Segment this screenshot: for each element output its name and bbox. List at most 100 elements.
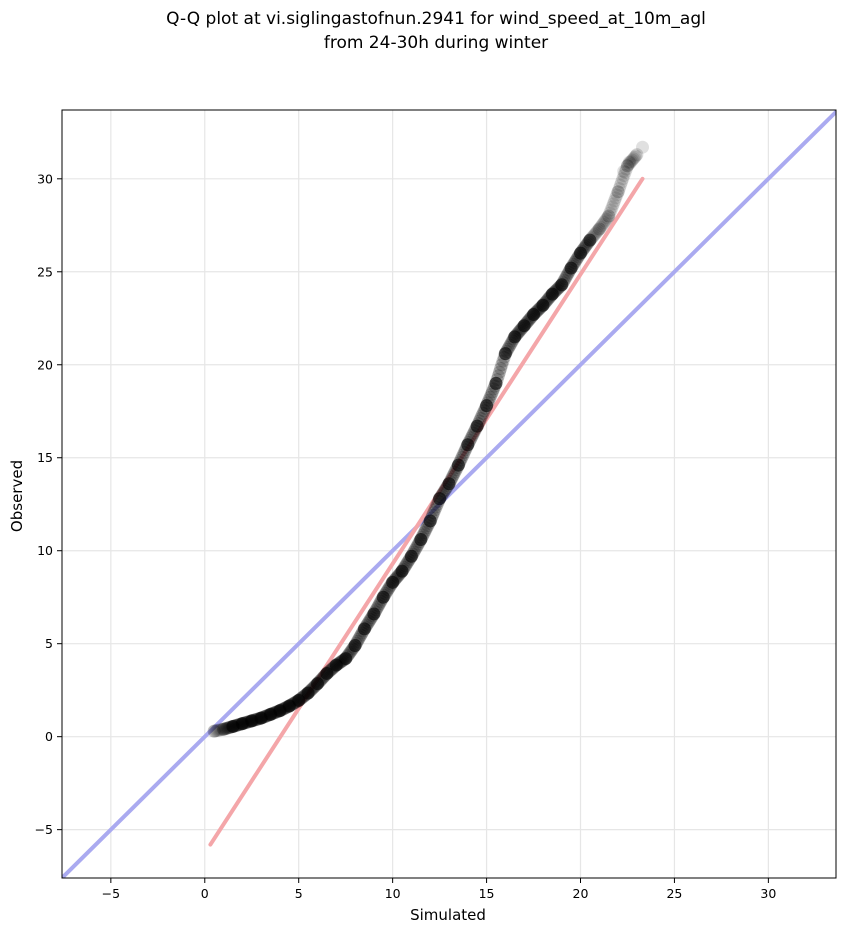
x-axis-ticks: −5 0 5 10 15 20 25 30	[102, 878, 776, 901]
x-tick-label: 15	[479, 886, 495, 901]
quantile-point	[564, 261, 578, 275]
quantile-point	[492, 365, 506, 379]
quantile-point	[624, 155, 638, 169]
quantile-point	[310, 677, 324, 691]
quantile-point	[456, 448, 470, 462]
quantile-point	[622, 155, 636, 169]
quantile-point	[282, 699, 296, 713]
quantile-point	[602, 209, 616, 223]
quantile-point	[626, 152, 640, 166]
quantile-point	[613, 178, 627, 192]
quantile-point	[545, 287, 559, 301]
quantile-point	[404, 549, 418, 563]
quantile-point	[599, 212, 613, 226]
quantile-point	[495, 358, 509, 372]
y-tick-label: 10	[37, 543, 53, 558]
x-tick-label: −5	[102, 886, 120, 901]
quantile-point	[615, 175, 629, 189]
x-tick-label: 5	[295, 886, 303, 901]
quantile-point	[619, 162, 633, 176]
quantile-point	[442, 477, 456, 491]
quantile-point	[603, 206, 617, 220]
chart-title-line-1: Q-Q plot at vi.siglingastofnun.2941 for …	[166, 9, 706, 29]
quantile-point	[636, 140, 649, 154]
quantile-point	[210, 724, 224, 738]
quantile-point	[213, 723, 227, 737]
x-tick-label: 20	[573, 886, 589, 901]
quantile-point	[592, 222, 606, 236]
quantile-point	[475, 409, 489, 423]
quantile-point	[595, 219, 609, 233]
quantile-point	[367, 607, 381, 621]
quantile-point	[508, 330, 522, 344]
quantile-point	[207, 724, 221, 738]
quantile-point	[598, 214, 612, 228]
quantile-point	[630, 148, 644, 162]
y-tick-label: 25	[37, 264, 53, 279]
quantile-point	[470, 419, 484, 433]
quantile-point	[593, 220, 607, 234]
quantile-point	[357, 622, 371, 636]
chart-title-line-2: from 24-30h during winter	[324, 33, 548, 53]
quantile-point	[212, 723, 226, 737]
quantile-point	[484, 388, 498, 402]
quantile-point	[386, 575, 400, 589]
quantile-point	[451, 458, 465, 472]
quantile-point	[536, 298, 550, 312]
quantile-point	[423, 514, 437, 528]
quantile-point	[555, 278, 569, 292]
quantile-point	[611, 185, 625, 199]
quantile-point	[494, 361, 508, 375]
quantile-point	[329, 658, 343, 672]
quantile-point	[608, 194, 622, 208]
quantile-point	[395, 564, 409, 578]
quantile-point	[620, 159, 634, 173]
quantile-point	[211, 723, 225, 737]
quantile-point	[602, 209, 616, 223]
y-tick-label: −5	[35, 822, 53, 837]
x-tick-label: 30	[760, 886, 776, 901]
grid-lines	[62, 110, 836, 878]
quantile-point	[628, 150, 642, 164]
x-axis-label: Simulated	[410, 906, 486, 924]
quantile-point	[376, 590, 390, 604]
quantile-point	[596, 217, 610, 231]
quantile-point	[428, 503, 442, 517]
quantile-point	[611, 185, 625, 199]
quantile-point	[348, 639, 362, 653]
quantile-point	[215, 722, 229, 736]
quantile-point	[292, 693, 306, 707]
fit-line	[208, 176, 645, 847]
y-axis-label: Observed	[8, 460, 26, 532]
quantile-point	[489, 376, 503, 390]
quantile-point	[591, 223, 605, 237]
axes-frame	[61, 109, 837, 879]
quantile-point	[605, 200, 619, 214]
quantile-point	[208, 724, 222, 738]
quantile-point	[592, 222, 606, 236]
quantile-point	[517, 319, 531, 333]
quantile-point	[617, 164, 631, 178]
quantile-point	[623, 156, 637, 170]
quantile-point	[601, 211, 615, 225]
quantile-point	[414, 533, 428, 547]
y-tick-label: 5	[45, 636, 53, 651]
quantile-point	[207, 724, 221, 738]
quantile-point	[610, 188, 624, 202]
quantile-point	[609, 191, 623, 205]
quantile-point	[620, 159, 634, 173]
quantile-point	[301, 686, 315, 700]
y-tick-label: 20	[37, 357, 53, 372]
plot-area	[62, 110, 836, 878]
quantile-point	[604, 203, 618, 217]
quantile-point	[625, 153, 639, 167]
quantile-point	[574, 246, 588, 260]
identity-line	[62, 110, 836, 878]
quantile-point	[339, 652, 353, 666]
quantile-point	[527, 308, 541, 322]
quantile-point	[629, 149, 643, 163]
quantile-point	[597, 216, 611, 230]
quantile-point	[498, 347, 512, 361]
quantile-point	[612, 182, 626, 196]
